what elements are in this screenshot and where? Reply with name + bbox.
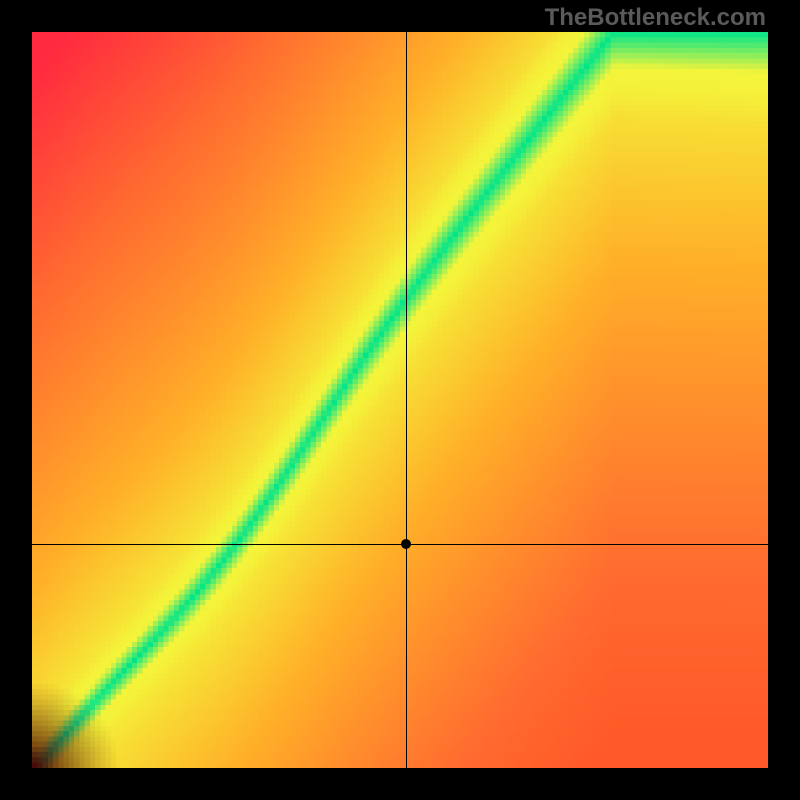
crosshair-vertical — [406, 32, 407, 768]
chart-container: TheBottleneck.com — [0, 0, 800, 800]
bottleneck-heatmap — [32, 32, 768, 768]
watermark-text: TheBottleneck.com — [545, 4, 766, 32]
selection-marker — [401, 539, 411, 549]
